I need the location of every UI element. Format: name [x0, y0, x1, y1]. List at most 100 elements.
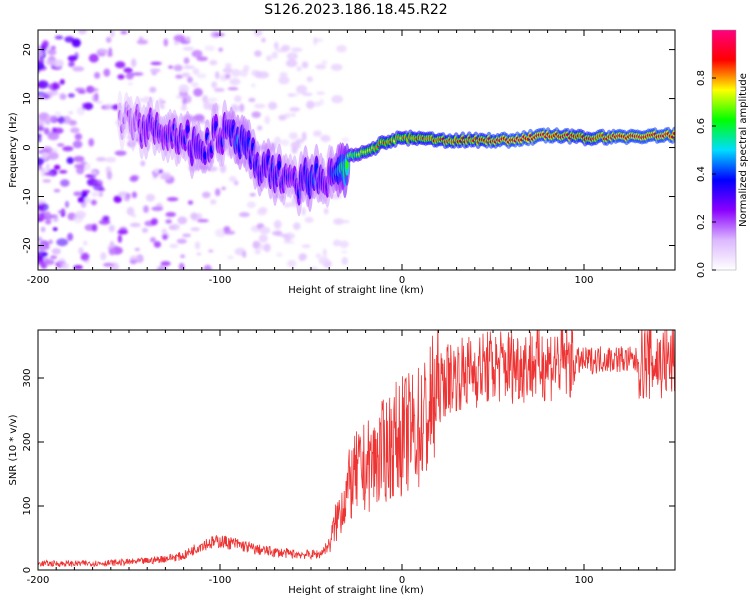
spectrogram-cell — [126, 206, 135, 216]
spectrogram-cell — [73, 155, 85, 163]
spectrogram-cell — [115, 61, 126, 69]
snr-x-tick-label: -100 — [209, 575, 232, 586]
spectrogram-cell — [271, 231, 282, 236]
snr-frame — [37, 329, 676, 571]
spectrogram-cell — [52, 227, 58, 232]
spectrogram-cell — [339, 240, 349, 249]
snr-y-tick-label: 0 — [22, 567, 33, 573]
spectrogram-cell — [302, 92, 313, 97]
spectrogram-cell — [81, 102, 87, 110]
spectrogram-cell — [47, 131, 60, 141]
spectrogram-cell — [309, 266, 318, 270]
spectrogram-cell — [315, 253, 322, 259]
spectrogram-cell — [93, 183, 104, 192]
spectrogram-cell — [48, 116, 56, 121]
spectrogram-cell — [180, 254, 186, 259]
spectrogram-cell — [257, 125, 263, 131]
spectrogram-cell — [177, 216, 188, 225]
spectrogram-cell — [187, 76, 193, 84]
spectrogram-cell — [47, 152, 59, 160]
spectrogram-cell — [72, 140, 83, 149]
spectrogram-cell — [158, 98, 164, 106]
colorbar-ticks: 0.0 0.2 0.4 0.6 0.8 — [696, 70, 716, 278]
spectrogram-cell — [341, 137, 350, 144]
spectrogram-cell — [38, 250, 47, 259]
spectrogram-y-tick-label: -10 — [22, 188, 33, 204]
spectrogram-cell — [92, 94, 97, 102]
spectrogram-cell — [180, 105, 188, 111]
spectrogram-cell — [68, 61, 75, 68]
spectrogram-cell — [251, 111, 261, 118]
spectrogram-cell — [51, 248, 61, 255]
spectrogram-cell — [218, 47, 223, 52]
spectrogram-cell — [289, 107, 301, 112]
spectrogram-cell — [318, 256, 330, 265]
spectrogram-cell — [672, 132, 675, 135]
spectrogram-y-tick-label: -20 — [22, 237, 33, 253]
spectrogram-cell — [50, 45, 56, 51]
spectrogram-cell — [38, 50, 44, 58]
spectrogram-cell — [196, 219, 209, 223]
spectrogram-cell — [277, 160, 282, 171]
spectrogram-cell — [209, 59, 218, 66]
spectrogram-cell — [62, 115, 72, 124]
spectrogram-cell — [129, 255, 140, 261]
spectrogram-cell — [246, 201, 256, 209]
spectrogram-cell — [306, 76, 314, 83]
colorbar-tick-label: 0.6 — [696, 118, 707, 134]
spectrogram-cell — [202, 95, 209, 103]
spectrogram-cell — [42, 179, 52, 183]
spectrogram-cell — [287, 259, 297, 268]
spectrogram-cell — [73, 191, 82, 197]
spectrogram-cell — [165, 219, 172, 224]
spectrogram-cell — [66, 157, 74, 164]
spectrogram-cell — [173, 64, 183, 72]
spectrogram-cell — [178, 84, 189, 93]
spectrogram-cell — [48, 239, 53, 245]
spectrogram-cell — [223, 226, 231, 233]
spectrogram-cell — [322, 248, 327, 257]
colorbar-tick-label: 0.0 — [696, 262, 707, 278]
spectrogram-y-tick-label: 20 — [22, 43, 33, 56]
spectrogram-cell — [183, 65, 195, 69]
spectrogram-cell — [208, 249, 214, 253]
spectrogram-cell — [38, 237, 43, 241]
spectrogram-cell — [38, 119, 45, 128]
spectrogram-cell — [42, 40, 49, 49]
spectrogram-cell — [258, 243, 264, 251]
spectrogram-cell — [190, 227, 200, 232]
spectrogram-cell — [74, 52, 79, 60]
colorbar-bar — [712, 30, 736, 270]
spectrogram-x-tick-label: -100 — [209, 275, 232, 286]
spectrogram-cell — [203, 151, 207, 160]
spectrogram-cell — [127, 82, 133, 86]
spectrogram-cell — [242, 251, 247, 258]
spectrogram-cell — [284, 112, 292, 119]
spectrogram-x-label: Height of straight line (km) — [288, 285, 424, 296]
spectrogram-cell — [47, 49, 57, 56]
spectrogram-cell — [193, 114, 205, 123]
spectrogram-cell — [175, 74, 184, 79]
spectrogram-cell — [301, 244, 311, 248]
spectrogram-cell — [72, 66, 85, 72]
spectrogram-cell — [275, 48, 287, 53]
spectrogram-cell — [131, 58, 137, 68]
spectrogram-cell — [38, 125, 45, 132]
spectrogram-x-tick-label: 100 — [574, 275, 593, 286]
spectrogram-cell — [151, 71, 157, 76]
spectrogram-cell — [229, 78, 241, 86]
spectrogram-cell — [160, 261, 171, 267]
spectrogram-cell — [68, 111, 74, 115]
spectrogram-cell — [253, 30, 263, 37]
spectrogram-cell — [313, 130, 322, 137]
spectrogram-cell — [331, 95, 344, 104]
spectrogram-cell — [345, 159, 349, 170]
spectrogram-cell — [280, 139, 290, 147]
spectrogram-cell — [53, 164, 61, 170]
spectrogram-cell — [117, 229, 128, 235]
spectrogram-cell — [279, 71, 288, 78]
spectrogram-cell — [158, 265, 164, 270]
spectrogram-cell — [50, 255, 58, 260]
spectrogram-cell — [81, 190, 91, 194]
spectrogram-cell — [150, 218, 158, 226]
